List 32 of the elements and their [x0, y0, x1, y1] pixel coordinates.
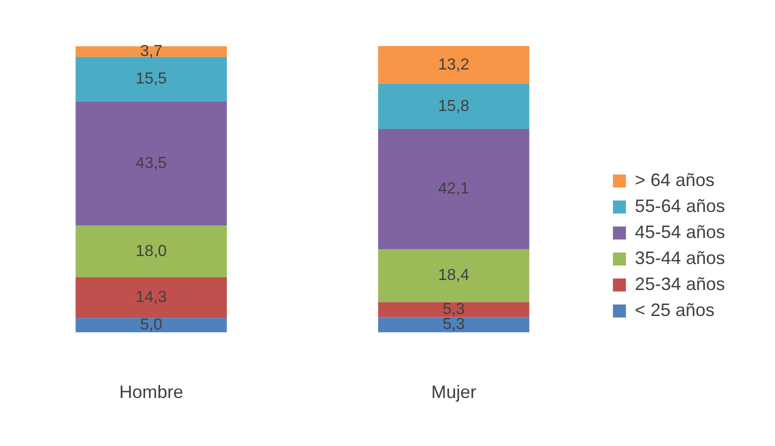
- bar: [76, 56, 227, 102]
- bar: [76, 46, 227, 57]
- data-label: 13,2: [438, 56, 470, 74]
- bar: [76, 226, 227, 278]
- data-label: 18,4: [438, 267, 470, 284]
- data-label: 18,0: [136, 242, 167, 260]
- data-label: 42,1: [438, 180, 470, 198]
- x-tick-label: Mujer: [431, 382, 476, 402]
- bar: [378, 84, 530, 129]
- legend-label: < 25 años: [634, 300, 715, 320]
- data-label: 43,5: [136, 154, 167, 172]
- bar: [378, 302, 530, 318]
- bar: [76, 318, 227, 332]
- bar: [378, 249, 530, 302]
- data-label: 5,3: [442, 301, 465, 318]
- data-label: 15,5: [136, 70, 167, 88]
- bar: [76, 277, 227, 318]
- data-label: 3,7: [140, 42, 162, 60]
- legend-label: 25-34 años: [634, 274, 726, 294]
- bar: [378, 317, 530, 332]
- legend-label: 55-64 años: [634, 196, 726, 216]
- data-label: 15,8: [438, 98, 470, 115]
- bar: [378, 46, 530, 84]
- legend-label: 35-44 años: [634, 248, 726, 268]
- x-tick-label: Hombre: [119, 382, 184, 402]
- bar: [378, 128, 530, 250]
- legend-label: 45-54 años: [634, 222, 726, 242]
- legend-label: > 64 años: [634, 170, 715, 190]
- bar: [76, 101, 227, 226]
- data-label: 5,3: [442, 316, 465, 334]
- data-label: 14,3: [136, 289, 167, 306]
- data-label: 5,0: [140, 316, 162, 334]
